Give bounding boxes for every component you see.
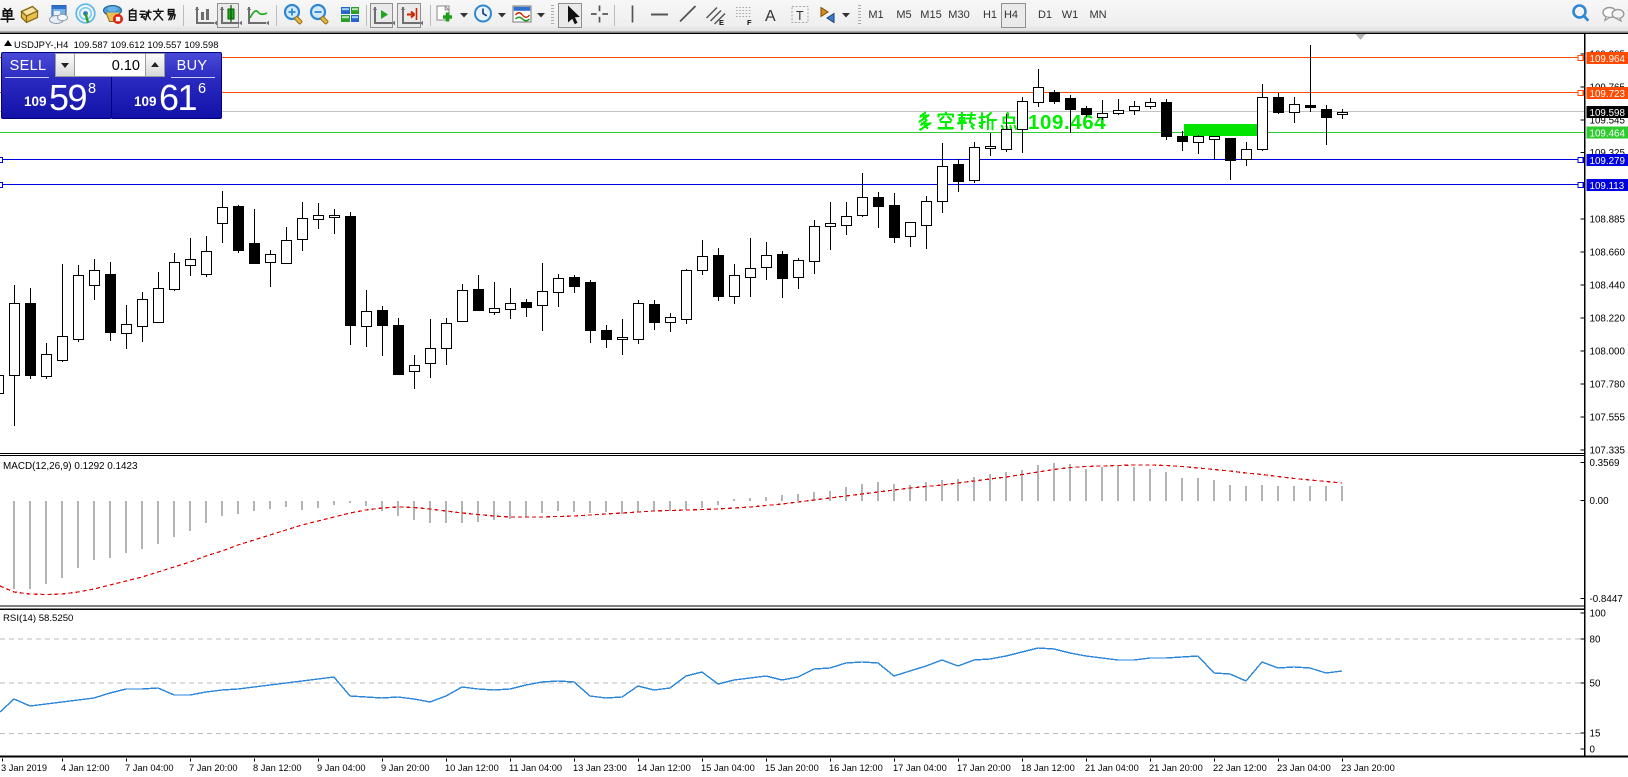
svg-text:9 Jan 20:00: 9 Jan 20:00 <box>381 763 430 773</box>
svg-text:0: 0 <box>1590 745 1596 756</box>
svg-text:14 Jan 12:00: 14 Jan 12:00 <box>637 763 691 773</box>
svg-text:108.000: 108.000 <box>1590 347 1626 358</box>
svg-text:107.555: 107.555 <box>1590 413 1626 424</box>
svg-text:7 Jan 04:00: 7 Jan 04:00 <box>125 763 174 773</box>
svg-text:F: F <box>747 18 752 27</box>
svg-text:22 Jan 12:00: 22 Jan 12:00 <box>1213 763 1267 773</box>
svg-text:108.220: 108.220 <box>1590 314 1626 325</box>
svg-text:108.440: 108.440 <box>1590 281 1626 292</box>
svg-text:13 Jan 23:00: 13 Jan 23:00 <box>573 763 627 773</box>
svg-text:108.660: 108.660 <box>1590 248 1626 259</box>
svg-text:11 Jan 04:00: 11 Jan 04:00 <box>509 763 562 773</box>
svg-text:109.545: 109.545 <box>1590 116 1626 127</box>
svg-text:18 Jan 12:00: 18 Jan 12:00 <box>1021 763 1075 773</box>
svg-text:107.335: 107.335 <box>1590 446 1626 457</box>
svg-text:-0.8447: -0.8447 <box>1590 594 1623 605</box>
svg-text:E: E <box>719 18 724 27</box>
svg-text:7 Jan 20:00: 7 Jan 20:00 <box>189 763 238 773</box>
svg-text:15 Jan 04:00: 15 Jan 04:00 <box>701 763 755 773</box>
svg-text:T: T <box>796 9 804 23</box>
svg-text:23 Jan 20:00: 23 Jan 20:00 <box>1341 763 1395 773</box>
svg-text:109.279: 109.279 <box>1590 156 1625 167</box>
svg-text:10 Jan 12:00: 10 Jan 12:00 <box>445 763 499 773</box>
svg-text:21 Jan 20:00: 21 Jan 20:00 <box>1149 763 1203 773</box>
svg-text:MACD(12,26,9) 0.1292 0.1423: MACD(12,26,9) 0.1292 0.1423 <box>3 461 138 472</box>
svg-text:109.723: 109.723 <box>1590 89 1626 100</box>
svg-text:21 Jan 04:00: 21 Jan 04:00 <box>1085 763 1139 773</box>
svg-text:109.964: 109.964 <box>1590 54 1626 65</box>
svg-text:8 Jan 12:00: 8 Jan 12:00 <box>253 763 302 773</box>
svg-text:109.464: 109.464 <box>1590 128 1626 139</box>
svg-text:15: 15 <box>1590 729 1601 740</box>
svg-text:50: 50 <box>1590 679 1601 690</box>
svg-text:16 Jan 12:00: 16 Jan 12:00 <box>829 763 883 773</box>
svg-text:107.780: 107.780 <box>1590 380 1626 391</box>
svg-text:0.00: 0.00 <box>1590 496 1610 507</box>
svg-text:15 Jan 20:00: 15 Jan 20:00 <box>765 763 819 773</box>
svg-text:4 Jan 12:00: 4 Jan 12:00 <box>61 763 110 773</box>
svg-text:17 Jan 04:00: 17 Jan 04:00 <box>893 763 947 773</box>
svg-text:A: A <box>765 8 776 25</box>
svg-text:109.598: 109.598 <box>1590 108 1626 119</box>
svg-text:0.3569: 0.3569 <box>1590 458 1620 469</box>
svg-text:9 Jan 04:00: 9 Jan 04:00 <box>317 763 366 773</box>
svg-text:109.464: 109.464 <box>1028 111 1106 134</box>
svg-text:109.113: 109.113 <box>1590 181 1625 192</box>
svg-text:23 Jan 04:00: 23 Jan 04:00 <box>1277 763 1331 773</box>
svg-text:17 Jan 20:00: 17 Jan 20:00 <box>957 763 1011 773</box>
svg-text:108.885: 108.885 <box>1590 215 1626 226</box>
svg-text:RSI(14) 58.5250: RSI(14) 58.5250 <box>3 613 73 624</box>
svg-text:100: 100 <box>1590 609 1607 620</box>
svg-text:80: 80 <box>1590 635 1601 646</box>
svg-text:3 Jan 2019: 3 Jan 2019 <box>1 763 47 773</box>
svg-text:109.325: 109.325 <box>1590 148 1626 159</box>
